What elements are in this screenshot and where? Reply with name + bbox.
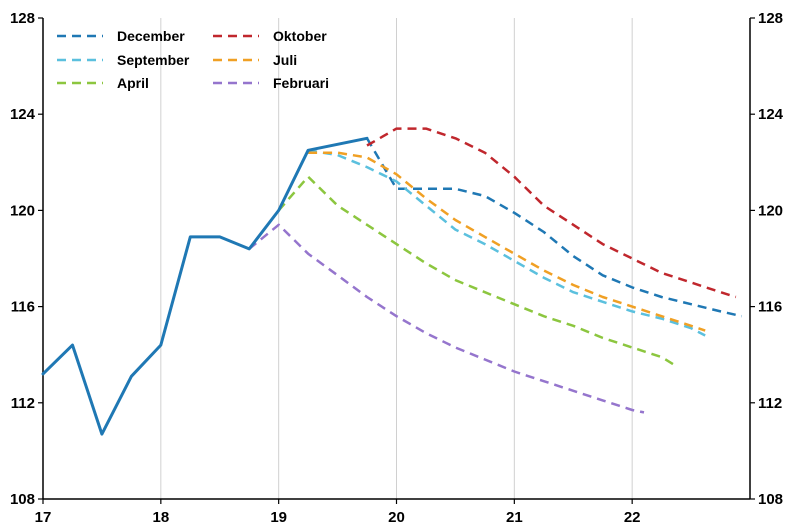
series-line-juli [308,151,706,332]
tick-labels: 108 108 112 112 116 116 120 120 124 124 128 128 17 18… [10,10,784,526]
series-line-september [307,149,706,337]
y-tick-label-left-116: 116 [11,299,35,316]
x-tick-label-17: 17 [35,509,52,526]
y-tick-label-left-108: 108 [10,491,35,508]
y-tick-label-right-112: 112 [758,395,782,412]
legend-label-december: December [117,28,185,44]
y-tick-label-right-120: 120 [758,202,783,219]
series-lines [41,127,743,436]
y-tick-label-right-128: 128 [758,10,783,27]
y-tick-label-right-116: 116 [758,299,782,316]
legend-label-september: September [117,52,190,68]
y-tick-label-left-112: 112 [11,395,35,412]
series-line-oktober [366,127,737,299]
x-tick-label-20: 20 [388,509,405,526]
y-tick-label-right-108: 108 [758,491,783,508]
legend-label-oktober: Oktober [273,28,327,44]
series-line-actual [41,136,369,436]
x-tick-label-18: 18 [152,509,169,526]
series-line-februari [248,223,645,414]
y-tick-label-left-128: 128 [10,10,35,27]
x-tick-label-19: 19 [270,509,287,526]
legend: December Oktober September Juli April Februar… [57,28,329,91]
legend-label-april: April [117,75,149,91]
y-tick-label-left-120: 120 [10,202,35,219]
axes [38,17,755,504]
y-tick-label-right-124: 124 [758,106,784,123]
series-line-april [277,175,675,366]
y-tick-label-left-124: 124 [10,106,36,123]
legend-label-februari: Februari [273,75,329,91]
series-line-december [365,137,743,318]
gridlines [160,18,633,499]
x-tick-label-22: 22 [624,509,641,526]
legend-label-juli: Juli [273,52,297,68]
x-tick-label-21: 21 [506,509,523,526]
